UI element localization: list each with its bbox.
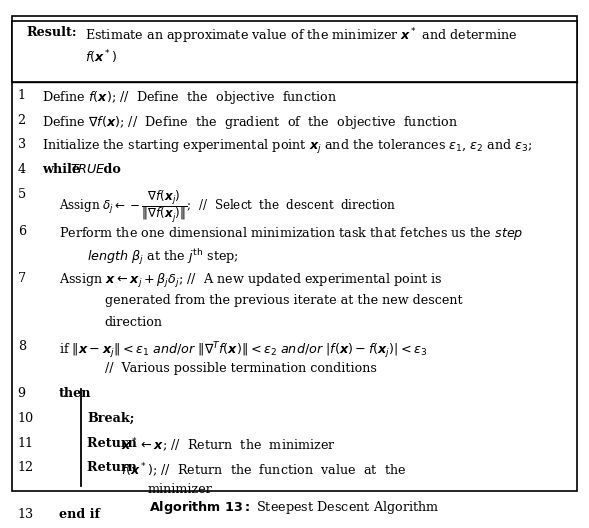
Text: Return: Return (87, 461, 141, 475)
Text: 6: 6 (18, 225, 26, 238)
Text: Assign $\delta_j \leftarrow -\dfrac{\nabla f(\boldsymbol{x}_j)}{\|\nabla f(\bold: Assign $\delta_j \leftarrow -\dfrac{\nab… (59, 188, 396, 224)
Text: Estimate an approximate value of the minimizer $\boldsymbol{x}^*$ and determine: Estimate an approximate value of the min… (85, 26, 518, 46)
Text: 3: 3 (18, 138, 26, 152)
Text: Perform the one dimensional minimization task that fetches us the $\mathit{step}: Perform the one dimensional minimization… (59, 225, 524, 242)
Text: 10: 10 (18, 412, 34, 425)
Text: $f(\boldsymbol{x}^*)$: $f(\boldsymbol{x}^*)$ (85, 49, 117, 67)
Text: 7: 7 (18, 272, 26, 285)
Text: minimizer: minimizer (147, 483, 212, 496)
FancyBboxPatch shape (12, 16, 577, 491)
Text: Define $f(\boldsymbol{x})$; //  Define  the  objective  function: Define $f(\boldsymbol{x})$; // Define th… (42, 89, 337, 106)
Text: Return: Return (87, 437, 141, 450)
Text: 5: 5 (18, 188, 26, 201)
Text: direction: direction (105, 316, 163, 328)
Text: //  Various possible termination conditions: // Various possible termination conditio… (105, 362, 377, 375)
FancyBboxPatch shape (12, 21, 577, 82)
Text: Define $\nabla f(\boldsymbol{x})$; //  Define  the  gradient  of  the  objective: Define $\nabla f(\boldsymbol{x})$; // De… (42, 114, 458, 130)
Text: Break;: Break; (87, 412, 134, 425)
Text: generated from the previous iterate at the new descent: generated from the previous iterate at t… (105, 294, 462, 307)
Text: Result:: Result: (27, 26, 77, 40)
Text: 13: 13 (18, 508, 34, 521)
Text: 11: 11 (18, 437, 34, 450)
Text: Assign $\boldsymbol{x} \leftarrow \boldsymbol{x}_j + \beta_j \delta_j$; //  A ne: Assign $\boldsymbol{x} \leftarrow \bolds… (59, 272, 443, 290)
Text: Initialize the starting experimental point $\boldsymbol{x}_j$ and the tolerances: Initialize the starting experimental poi… (42, 138, 533, 156)
Text: $\bf{Algorithm\ 13:}$ Steepest Descent Algorithm: $\bf{Algorithm\ 13:}$ Steepest Descent A… (150, 499, 439, 516)
Text: do: do (99, 163, 121, 176)
Text: end if: end if (59, 508, 100, 521)
Text: 1: 1 (18, 89, 26, 102)
Text: $\boldsymbol{x}^* \leftarrow \boldsymbol{x}$; //  Return  the  minimizer: $\boldsymbol{x}^* \leftarrow \boldsymbol… (121, 437, 336, 455)
Text: 12: 12 (18, 461, 34, 475)
Text: while: while (42, 163, 85, 176)
Text: 9: 9 (18, 387, 26, 400)
Text: if $\|\boldsymbol{x} - \boldsymbol{x}_j\| < \epsilon_1$ $\mathit{and/or}$ $\|\na: if $\|\boldsymbol{x} - \boldsymbol{x}_j\… (59, 341, 428, 361)
Text: 2: 2 (18, 114, 26, 127)
Text: $f(\boldsymbol{x}^*)$; //  Return  the  function  value  at  the: $f(\boldsymbol{x}^*)$; // Return the fun… (121, 461, 406, 479)
Text: $\mathit{length}$ $\beta_j$ at the $j^{\mathrm{th}}$ step;: $\mathit{length}$ $\beta_j$ at the $j^{\… (87, 247, 239, 267)
Text: then: then (59, 387, 91, 400)
Text: $\mathit{TRUE}$: $\mathit{TRUE}$ (70, 163, 105, 176)
Text: 4: 4 (18, 163, 26, 176)
Text: 8: 8 (18, 341, 26, 353)
